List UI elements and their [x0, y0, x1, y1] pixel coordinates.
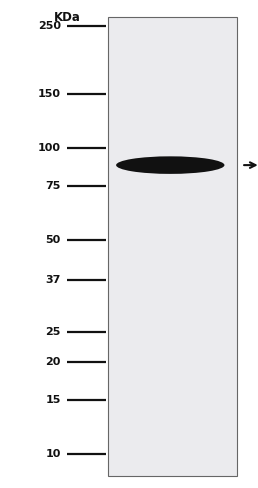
Text: 250: 250: [38, 21, 61, 31]
Ellipse shape: [116, 156, 224, 174]
Text: 20: 20: [45, 357, 61, 367]
Text: 100: 100: [38, 143, 61, 153]
Text: 10: 10: [45, 449, 61, 459]
Text: 50: 50: [45, 235, 61, 245]
Text: 15: 15: [45, 395, 61, 406]
Text: 37: 37: [45, 275, 61, 285]
Text: 150: 150: [38, 89, 61, 99]
Text: KDa: KDa: [54, 11, 80, 24]
Text: 75: 75: [45, 182, 61, 191]
Text: 25: 25: [45, 327, 61, 337]
Bar: [108, 17, 237, 476]
